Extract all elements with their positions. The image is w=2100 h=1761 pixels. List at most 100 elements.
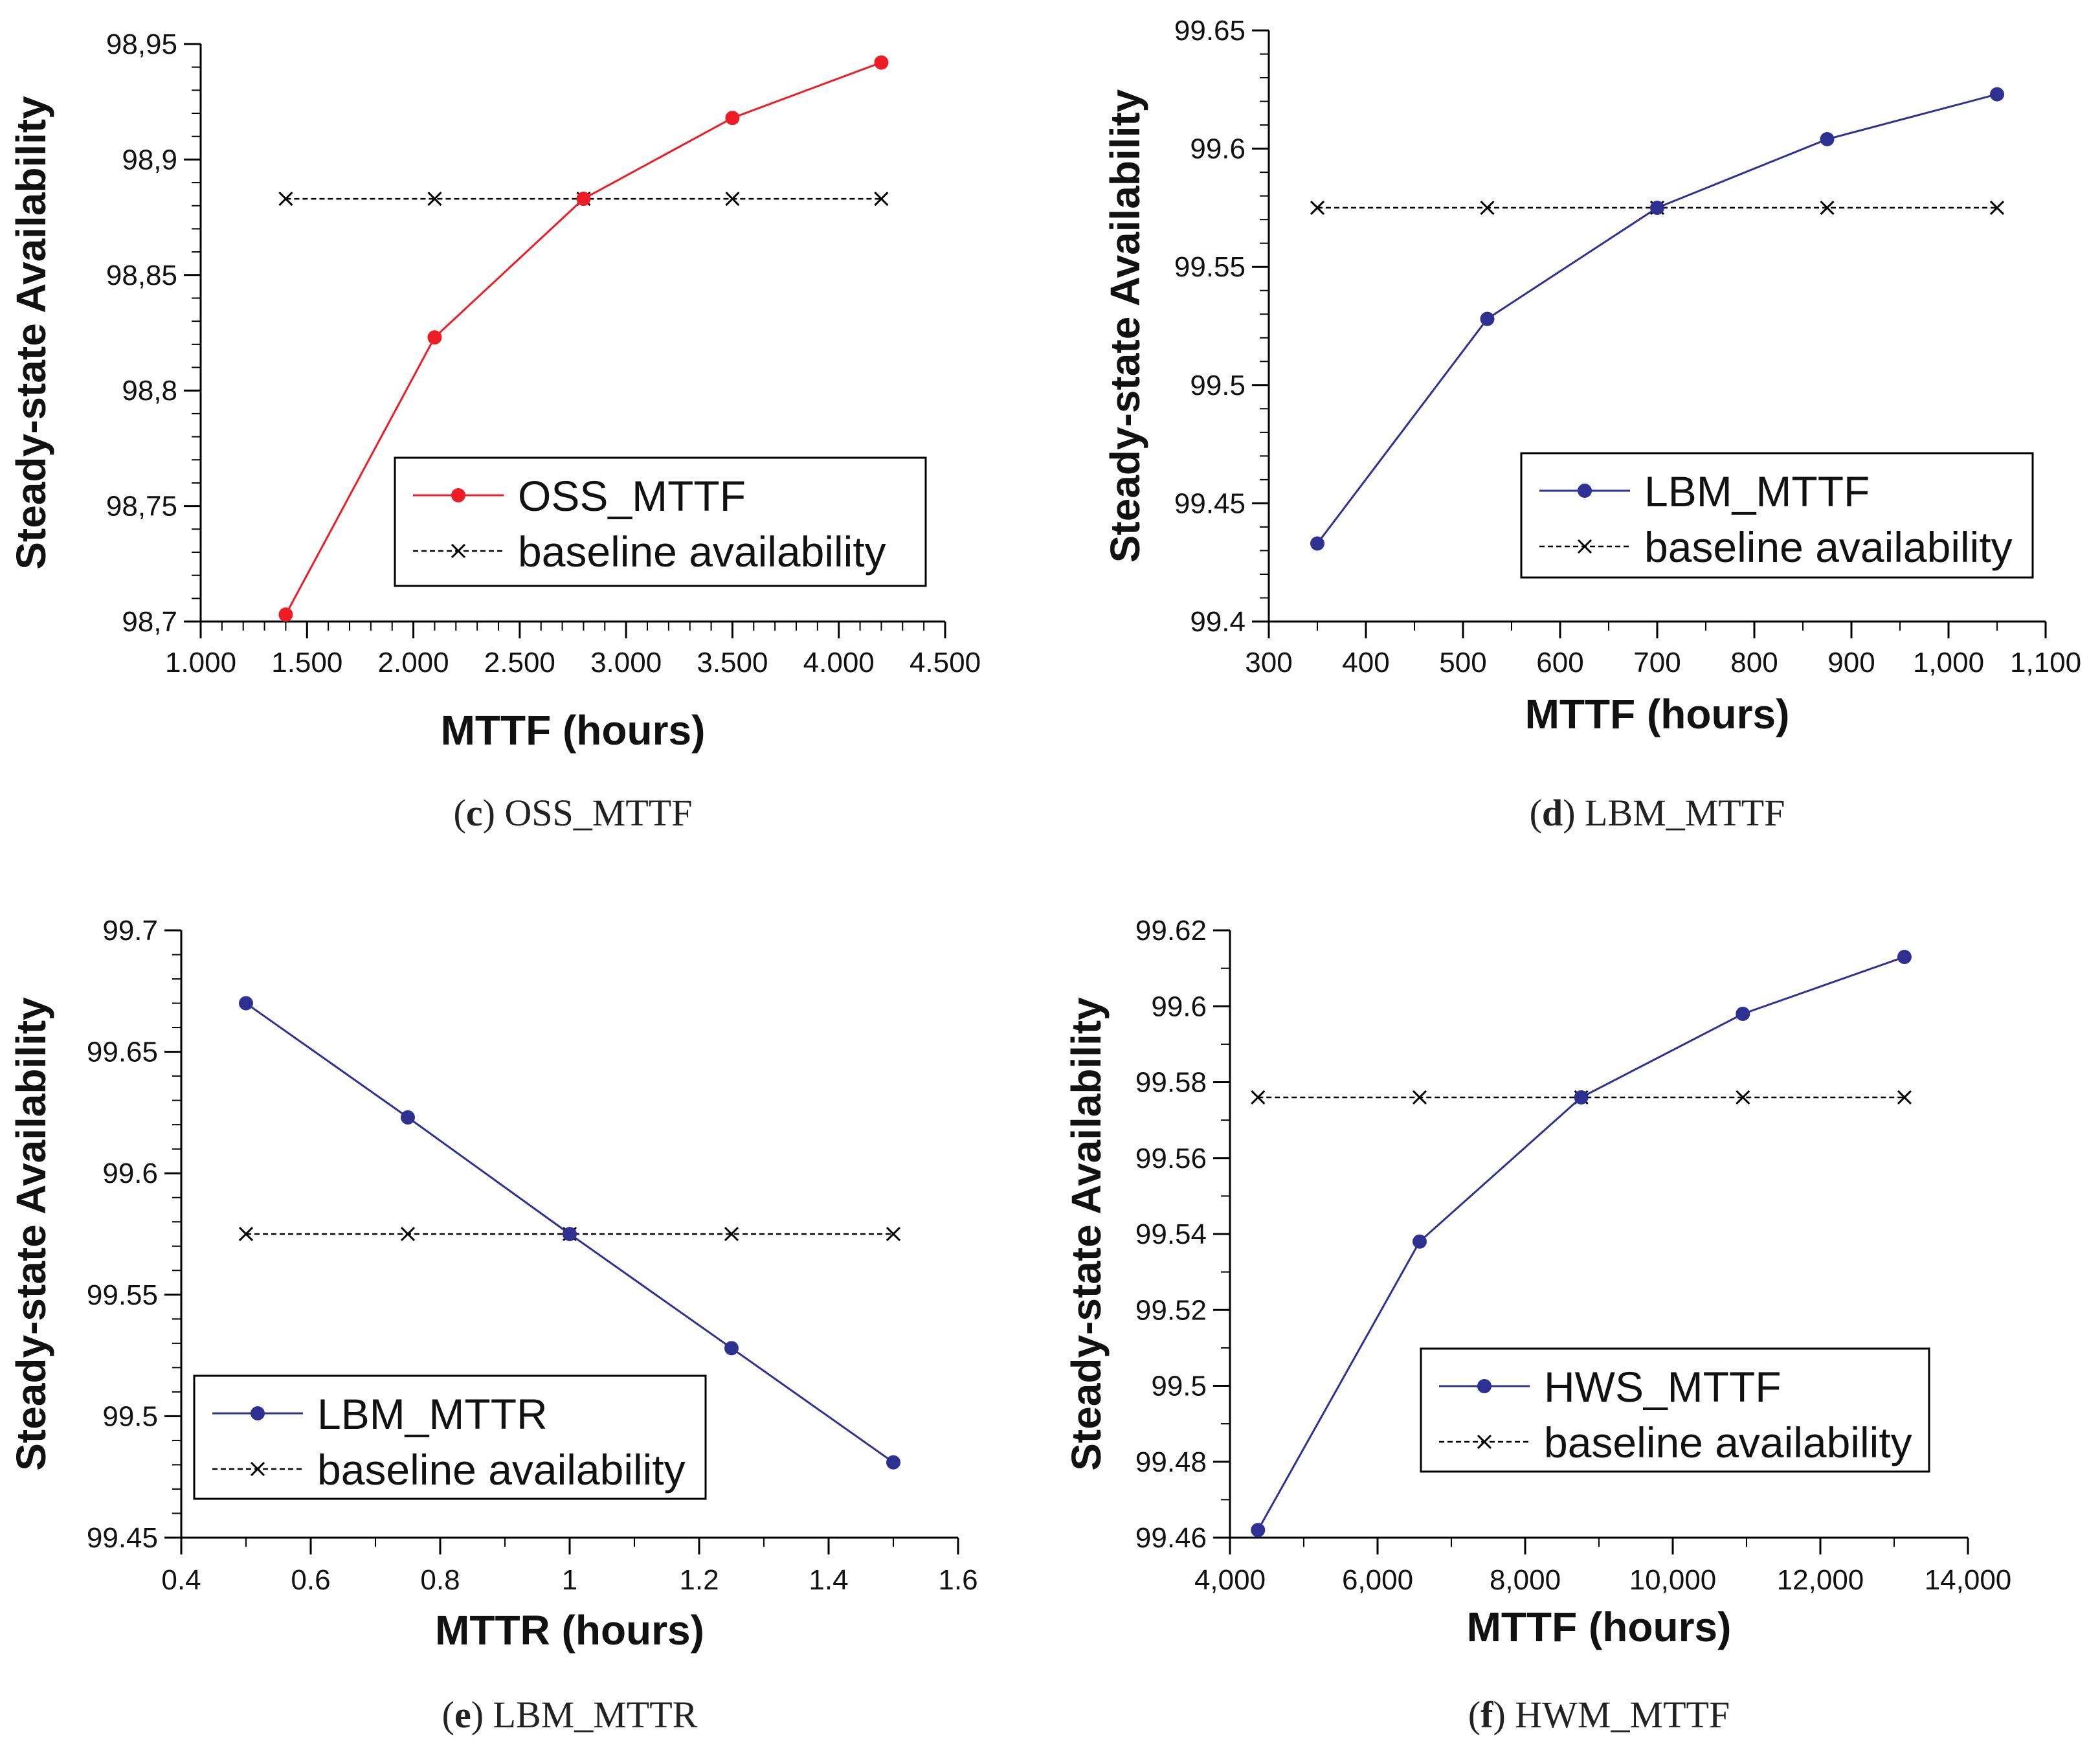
y-tick-label: 99.65 <box>87 1037 158 1068</box>
legend-swatch-cross <box>451 543 466 559</box>
baseline-marker <box>1820 200 1835 215</box>
baseline-marker <box>1310 200 1325 215</box>
caption-close-paren: ) <box>471 1694 493 1736</box>
data-point-lbm_mttf <box>1990 87 2004 102</box>
data-point-lbm_mttr <box>563 1227 577 1241</box>
data-point-oss_mttf <box>576 192 591 207</box>
x-tick-label: 1.4 <box>809 1564 848 1596</box>
baseline-marker <box>724 1226 739 1242</box>
caption-letter: c <box>466 792 483 834</box>
x-tick-label: 0.4 <box>161 1564 201 1596</box>
x-tick-label: 1.500 <box>271 647 342 679</box>
legend-label: HWS_MTTF <box>1544 1363 1782 1411</box>
y-tick-label: 99.58 <box>1135 1067 1207 1099</box>
y-tick-label: 98,9 <box>122 144 177 175</box>
caption-letter: d <box>1542 792 1563 834</box>
x-tick-label: 1.000 <box>165 647 236 679</box>
x-tick-label: 0.8 <box>420 1564 460 1596</box>
y-tick-label: 99.55 <box>1174 251 1245 283</box>
legend: OSS_MTTF baseline availability <box>394 456 927 587</box>
baseline-marker <box>874 191 889 207</box>
baseline-marker <box>278 191 293 207</box>
x-tick-label: 14,000 <box>1925 1564 2012 1596</box>
data-point-lbm_mttr <box>886 1455 900 1470</box>
legend-label: LBM_MTTF <box>1644 467 1870 515</box>
baseline-marker <box>1897 1090 1912 1105</box>
data-point-lbm_mttf <box>1310 536 1324 551</box>
baseline-marker <box>1480 200 1495 215</box>
legend-label: baseline availability <box>1544 1419 1912 1466</box>
x-tick-label: 1.6 <box>938 1564 977 1596</box>
subfigure-caption: (e) LBM_MTTR <box>442 1694 698 1736</box>
x-axis-title: MTTR (hours) <box>435 1607 704 1654</box>
y-tick-label: 99.6 <box>1190 133 1245 165</box>
legend-box <box>1520 452 2034 579</box>
caption-open-paren: ( <box>1468 1694 1480 1736</box>
data-point-hws_mttf <box>1251 1523 1266 1538</box>
x-tick-label: 4.000 <box>803 647 875 679</box>
y-tick-label: 99.45 <box>1174 488 1245 519</box>
baseline-marker <box>1989 200 2005 215</box>
caption-text: HWM_MTTF <box>1515 1694 1730 1736</box>
chart-panel-e: 99.45 99.5 99.55 99.6 99.65 99.7 0.4 0.6 0.8 1 1.2… <box>8 915 978 1736</box>
data-point-hws_mttf <box>1736 1006 1750 1021</box>
y-tick-label: 99.56 <box>1135 1143 1207 1174</box>
baseline-marker <box>1736 1090 1750 1105</box>
legend: LBM_MTTF baseline availability <box>1520 452 2034 579</box>
x-tick-label: 4,000 <box>1194 1564 1266 1596</box>
legend-swatch-cross <box>1577 539 1592 554</box>
caption-text: OSS_MTTF <box>504 792 692 834</box>
y-tick-label: 99.65 <box>1174 15 1245 47</box>
x-tick-label: 12,000 <box>1777 1564 1864 1596</box>
y-axis-title: Steady-state Availability <box>8 997 54 1471</box>
legend-swatch-cross <box>250 1461 265 1477</box>
caption-text: LBM_MTTF <box>1585 792 1785 834</box>
x-tick-label: 500 <box>1439 647 1486 679</box>
legend-swatch-dot <box>451 488 465 502</box>
x-tick-label: 400 <box>1342 647 1389 679</box>
x-tick-label: 1.2 <box>679 1564 719 1596</box>
x-tick-label: 2.500 <box>484 647 555 679</box>
y-tick-label: 99.6 <box>102 1158 158 1189</box>
y-tick-label: 98,7 <box>122 606 177 638</box>
caption-close-paren: ) <box>483 792 505 834</box>
baseline-marker <box>238 1226 254 1242</box>
x-tick-label: 2.000 <box>378 647 449 679</box>
x-axis-title: MTTF (hours) <box>1467 1604 1732 1650</box>
legend-box <box>394 456 927 587</box>
subfigure-caption: (c) OSS_MTTF <box>454 792 693 834</box>
baseline-marker <box>1251 1090 1266 1105</box>
data-point-oss_mttf <box>427 330 442 345</box>
x-tick-label: 1 <box>562 1564 577 1596</box>
y-tick-label: 99.62 <box>1135 915 1207 947</box>
legend-box <box>193 1374 707 1500</box>
y-tick-label: 99.52 <box>1135 1294 1207 1326</box>
caption-open-paren: ( <box>454 792 466 834</box>
baseline-marker <box>400 1226 416 1242</box>
x-tick-label: 700 <box>1633 647 1681 679</box>
x-tick-label: 300 <box>1245 647 1292 679</box>
caption-close-paren: ) <box>1563 792 1585 834</box>
x-axis-title: MTTF (hours) <box>441 707 706 754</box>
x-tick-label: 1,000 <box>1913 647 1984 679</box>
y-tick-label: 99.54 <box>1135 1218 1207 1250</box>
data-point-lbm_mttr <box>724 1341 739 1356</box>
data-point-lbm_mttf <box>1480 311 1495 326</box>
y-tick-label: 99.46 <box>1135 1522 1207 1554</box>
legend-swatch-dot <box>1578 484 1592 498</box>
y-tick-label: 99.45 <box>87 1522 158 1554</box>
caption-close-paren: ) <box>1493 1694 1515 1736</box>
legend-label: baseline availability <box>317 1446 686 1494</box>
y-tick-label: 99.6 <box>1151 991 1207 1022</box>
y-tick-label: 98,95 <box>106 28 177 60</box>
x-tick-label: 1,100 <box>2010 647 2081 679</box>
legend-label: baseline availability <box>518 528 886 576</box>
data-point-lbm_mttf <box>1650 200 1664 215</box>
data-point-hws_mttf <box>1574 1090 1589 1105</box>
legend: LBM_MTTR baseline availability <box>193 1374 707 1500</box>
y-tick-label: 98,8 <box>122 375 177 407</box>
subfigure-caption: (f) HWM_MTTF <box>1468 1694 1730 1736</box>
caption-open-paren: ( <box>1530 792 1542 834</box>
y-tick-label: 99.4 <box>1190 606 1245 638</box>
